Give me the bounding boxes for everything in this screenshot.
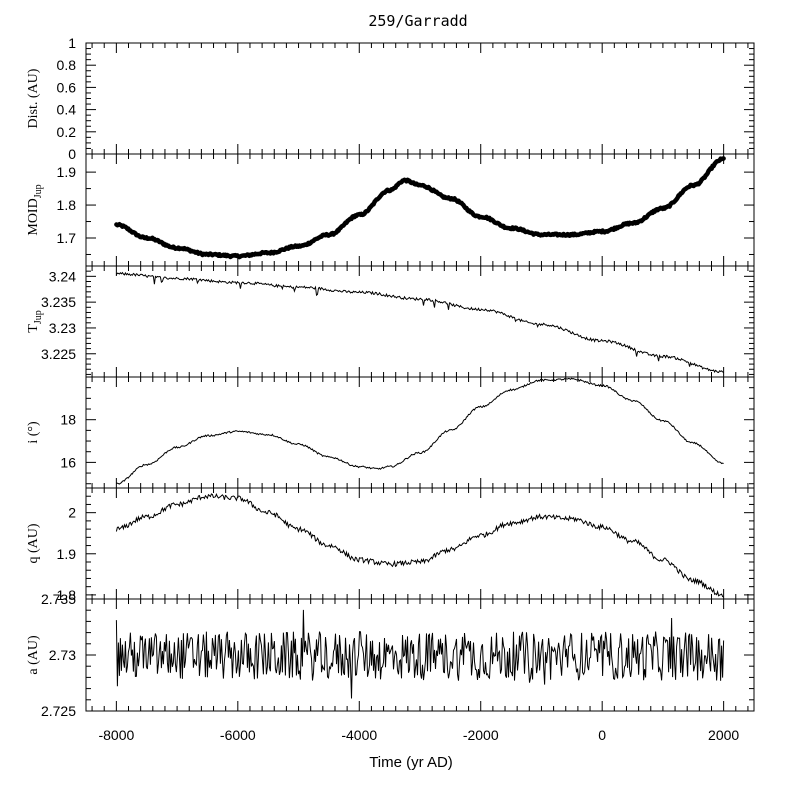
- y-axis-title-incl: i (°): [26, 421, 41, 444]
- y-tick-label: 1.8: [57, 197, 77, 213]
- y-tick-label: 0.4: [57, 102, 77, 118]
- x-tick-label: 0: [598, 727, 606, 743]
- series-line-moid: [114, 156, 726, 260]
- panel-frame-incl: [85, 376, 755, 489]
- y-tick-label: 3.235: [41, 294, 76, 310]
- x-tick-label: -6000: [220, 727, 256, 743]
- y-axis-title-tjup: TJup: [26, 310, 44, 332]
- x-tick-label: -4000: [341, 727, 377, 743]
- panel-tjup: 3.225 3.23 3.235 3.24 TJup: [26, 265, 755, 378]
- panel-dist: 0 0.2 0.4 0.6 0.8 1 Dist. (AU): [26, 35, 755, 162]
- panel-a: 2.725 2.73 2.735 a (AU): [26, 591, 755, 719]
- y-axis-title-moid: MOIDJup: [26, 184, 44, 235]
- y-tick-label: 18: [60, 412, 76, 428]
- y-tick-label: 1.9: [57, 546, 77, 562]
- chart-title: 259/Garradd: [368, 12, 467, 30]
- x-tick-label: -8000: [98, 727, 134, 743]
- series-line-a: [115, 609, 725, 699]
- series-line-tjup: [116, 271, 724, 374]
- y-tick-label: 0: [68, 146, 76, 162]
- panel-frame-dist: [85, 42, 755, 155]
- y-axis-title-dist: Dist. (AU): [26, 68, 41, 128]
- x-tick-label: 2000: [708, 727, 739, 743]
- y-tick-label: 0.8: [57, 57, 77, 73]
- y-tick-label: 0.6: [57, 79, 77, 95]
- panel-q: 1.8 1.9 2 q (AU): [26, 487, 755, 603]
- x-axis-title: Time (yr AD): [369, 754, 453, 771]
- y-tick-label: 1: [68, 35, 76, 51]
- y-tick-label: 1.8: [57, 587, 77, 603]
- y-tick-label: 2.73: [49, 647, 76, 663]
- panel-stack: 0 0.2 0.4 0.6 0.8 1 Dist. (AU) 1.7 1.8 1.9 MOIDJup…: [26, 35, 755, 743]
- y-tick-label: 3.225: [41, 346, 76, 362]
- y-tick-label: 3.23: [49, 320, 76, 336]
- y-tick-label: 16: [60, 454, 76, 470]
- y-axis-title-q: q (AU): [26, 523, 41, 563]
- panel-frame-tjup: [85, 265, 755, 378]
- y-tick-label: 2.725: [41, 703, 76, 719]
- y-axis-title-a: a (AU): [26, 635, 41, 675]
- series-line-q: [115, 493, 724, 598]
- x-tick-label: -2000: [463, 727, 499, 743]
- panel-incl: 16 18 i (°): [26, 376, 755, 489]
- y-tick-label: 2: [68, 505, 76, 521]
- series-line-incl: [116, 377, 724, 485]
- panel-moid: 1.7 1.8 1.9 MOIDJup: [26, 153, 755, 267]
- y-tick-label: 2.735: [41, 591, 76, 607]
- y-tick-label: 1.7: [57, 230, 77, 246]
- panel-frame-q: [85, 487, 755, 600]
- y-tick-label: 0.2: [57, 124, 77, 140]
- y-tick-label: 3.24: [49, 268, 76, 284]
- y-tick-label: 1.9: [57, 164, 77, 180]
